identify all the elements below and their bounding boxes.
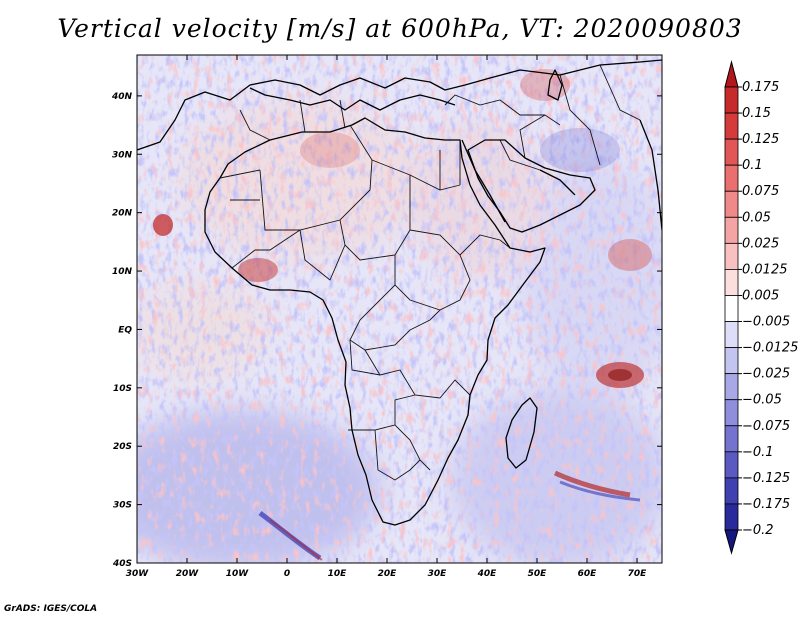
- plot-frame: [136, 54, 663, 564]
- colorbar-label: −0.005: [742, 315, 790, 330]
- colorbar-label: −0.0125: [742, 341, 798, 356]
- colorbar-segment: [724, 321, 739, 348]
- y-axis: 40S 30S 20S 10S EQ 10N 20N 30N 40N: [111, 92, 662, 569]
- colorbar-label: 0.05: [742, 210, 771, 225]
- colorbar-segment: [724, 138, 739, 166]
- colorbar-label: −0.075: [742, 419, 790, 434]
- y-tick-label: 20S: [113, 442, 132, 452]
- colorbar-segment: [724, 347, 739, 375]
- colorbar-segment: [724, 451, 739, 479]
- colorbar-top-arrow: [724, 60, 739, 88]
- colorbar-label: 0.0125: [742, 262, 788, 277]
- x-tick-label: 20W: [176, 569, 200, 579]
- x-tick-label: 0: [284, 569, 290, 579]
- colorbar-segment: [724, 399, 739, 427]
- colorbar-label: 0.175: [742, 80, 779, 95]
- y-tick-label: 20N: [112, 209, 133, 219]
- colorbar-segment: [724, 477, 739, 505]
- persian-gulf: [539, 169, 576, 196]
- colorbar-label: −0.05: [742, 393, 782, 408]
- colorbar-label: 0.15: [742, 106, 771, 121]
- x-tick-label: 50E: [528, 569, 548, 579]
- x-tick-label: 10W: [226, 569, 250, 579]
- colorbar-segment: [724, 164, 739, 192]
- colorbar-segment: [724, 269, 739, 296]
- colorbar-label: 0.125: [742, 132, 779, 147]
- caspian: [547, 69, 563, 101]
- colorbar-segment: [724, 242, 739, 270]
- colorbar: 0.175 0.15 0.125 0.1 0.075 0.05 0.025 0.0125 0.0…: [724, 60, 798, 555]
- convection-west-africa: [238, 258, 278, 282]
- coastlines: [137, 59, 662, 526]
- colorbar-label: −0.1: [742, 445, 774, 460]
- y-tick-label: 10N: [112, 267, 133, 277]
- borders: [219, 64, 641, 481]
- colorbar-segment: [724, 373, 739, 401]
- features: [153, 69, 652, 561]
- colorbar-label: −0.025: [742, 367, 790, 382]
- cyclone-atlantic: [153, 214, 173, 236]
- x-tick-label: 30W: [126, 569, 150, 579]
- x-tick-label: 40E: [477, 569, 498, 579]
- plot-area: [137, 55, 662, 563]
- colorbar-segment: [724, 295, 739, 322]
- x-axis: 30W 20W 10W 0 10E 20E 30E 40E 50E 60E 70E: [126, 55, 647, 579]
- colorbar-label: 0.1: [742, 158, 763, 173]
- colorbar-segment: [724, 112, 739, 140]
- rainband-south-indian: [553, 470, 631, 498]
- y-tick-label: 40S: [112, 559, 132, 569]
- chart-title: Vertical velocity [m/s] at 600hPa, VT: 2…: [57, 14, 743, 43]
- x-tick-label: 20E: [378, 569, 398, 579]
- colorbar-label: 0.075: [742, 184, 779, 199]
- y-tick-label: EQ: [118, 325, 132, 335]
- y-tick-label: 30S: [113, 501, 132, 511]
- colorbar-segment: [724, 190, 739, 218]
- colorbar-label: 0.025: [742, 236, 779, 251]
- india-coast: [639, 119, 662, 231]
- x-tick-label: 70E: [628, 569, 648, 579]
- x-tick-label: 10E: [328, 569, 348, 579]
- y-tick-label: 40N: [111, 92, 133, 102]
- mediterranean-north: [249, 87, 456, 111]
- europe-coast: [137, 59, 662, 151]
- colorbar-segment: [724, 425, 739, 453]
- colorbar-label: −0.125: [742, 471, 790, 486]
- madagascar: [505, 397, 538, 469]
- colorbar-segment: [724, 216, 739, 244]
- colorbar-label: −0.175: [742, 497, 790, 512]
- colorbar-segment: [724, 503, 739, 531]
- colorbar-segment: [724, 86, 739, 114]
- x-tick-label: 60E: [578, 569, 598, 579]
- colorbar-label: 0.005: [742, 288, 779, 303]
- y-tick-label: 10S: [113, 384, 132, 394]
- africa-outline: [204, 117, 546, 526]
- red-sea: [461, 139, 506, 223]
- x-tick-label: 30E: [428, 569, 448, 579]
- grads-credit: GrADS: IGES/COLA: [4, 604, 98, 614]
- colorbar-bottom-arrow: [724, 529, 739, 555]
- colorbar-label: −0.2: [742, 523, 774, 538]
- y-tick-label: 30N: [112, 150, 133, 160]
